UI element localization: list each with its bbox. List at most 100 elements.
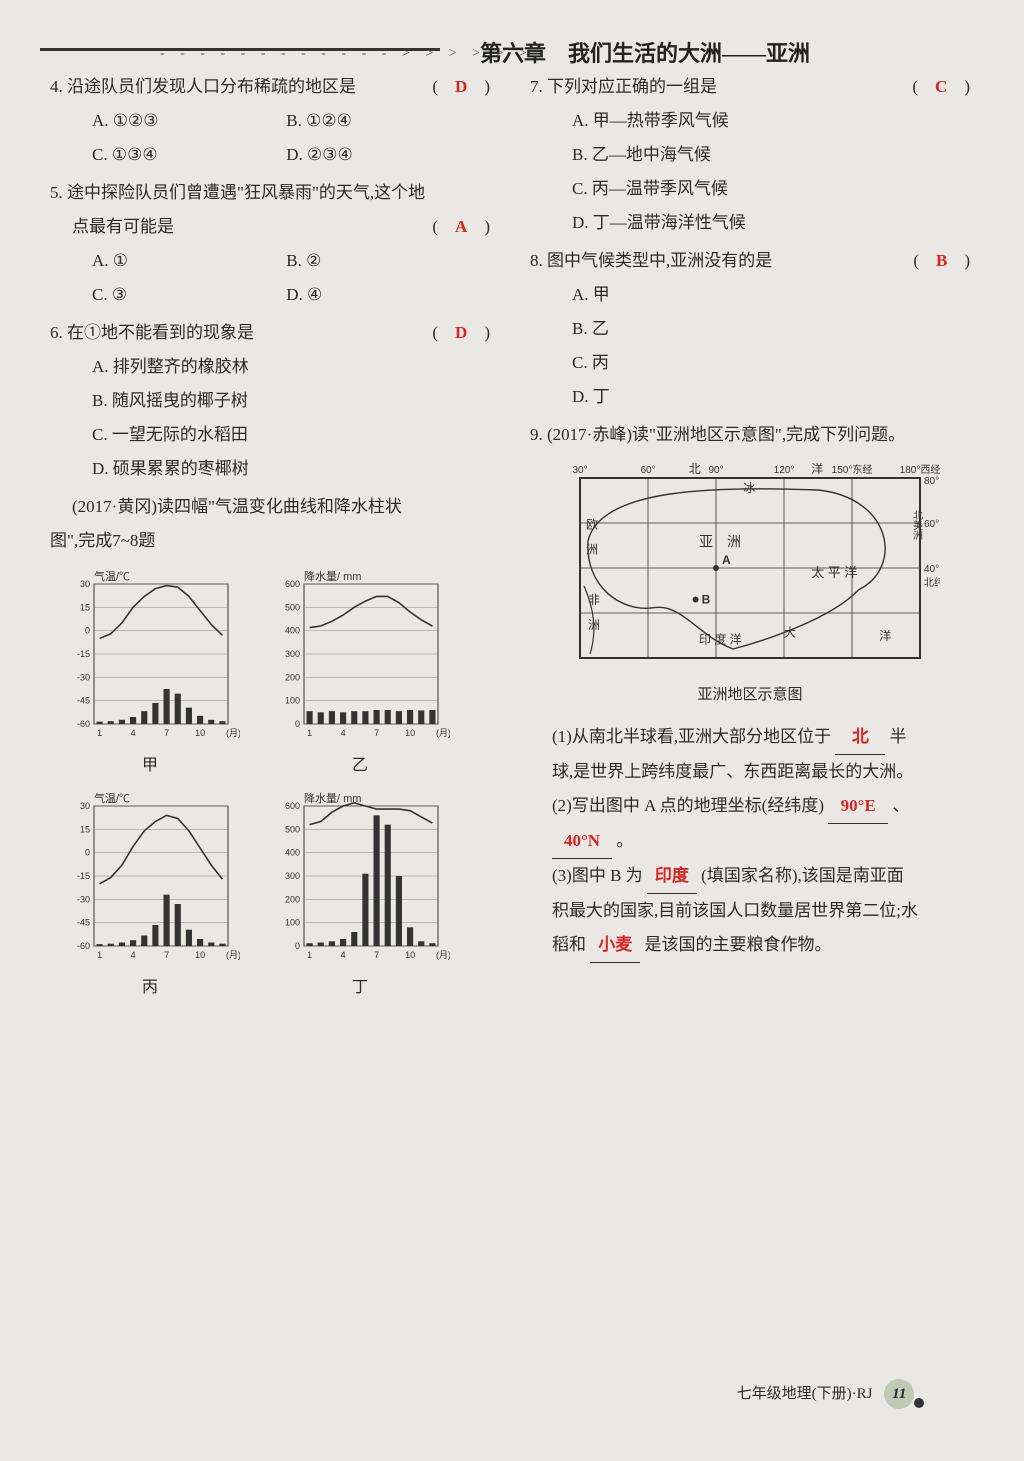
q9-p3de: 稻和 小麦 是该国的主要粮食作物。: [530, 928, 970, 963]
svg-text:冰: 冰: [743, 481, 755, 495]
svg-text:1: 1: [97, 950, 102, 960]
svg-text:1: 1: [307, 950, 312, 960]
svg-text:500: 500: [285, 602, 300, 612]
svg-text:B: B: [702, 593, 711, 607]
svg-text:500: 500: [285, 824, 300, 834]
footer: 七年级地理(下册)·RJ 11: [737, 1379, 924, 1409]
q4: 4. 沿途队员们发现人口分布稀疏的地区是 ( D ) A. ①②③ B. ①②④…: [50, 70, 490, 172]
svg-text:10: 10: [195, 950, 205, 960]
q6-answer: D: [455, 323, 467, 342]
q7: 7. 下列对应正确的一组是 ( C ) A. 甲—热带季风气候 B. 乙—地中海…: [530, 70, 970, 240]
svg-text:非: 非: [588, 593, 600, 607]
q4-opt-a: A. ①②③: [92, 104, 282, 138]
q78-intro2: 图",完成7~8题: [50, 524, 490, 558]
q6-opt-b: B. 随风摇曳的椰子树: [50, 384, 490, 418]
svg-text:10: 10: [195, 728, 205, 738]
q6: 6. 在①地不能看到的现象是 ( D ) A. 排列整齐的橡胶林 B. 随风摇曳…: [50, 316, 490, 486]
chart-ding: 降水量/ mm600500400300200100014710(月) 丁: [270, 788, 450, 1004]
q9-p2sep: 、: [892, 796, 909, 815]
q7-answer-slot: ( C ): [934, 70, 970, 104]
chart-bing: 气温/℃30150-15-30-45-6014710(月) 丙: [60, 788, 240, 1004]
svg-text:15: 15: [80, 602, 90, 612]
q6-opt-c: C. 一望无际的水稻田: [50, 418, 490, 452]
svg-text:60°: 60°: [640, 465, 655, 476]
q78-intro1: (2017·黄冈)读四幅"气温变化曲线和降水柱状: [50, 490, 490, 524]
svg-text:A: A: [722, 553, 731, 567]
q9-p2-blank1: 90°E: [828, 789, 888, 824]
svg-text:30°: 30°: [572, 465, 587, 476]
q5: 5. 途中探险队员们曾遭遇"狂风暴雨"的天气,这个地 点最有可能是 ( A ) …: [50, 176, 490, 312]
svg-text:大: 大: [784, 625, 796, 639]
svg-text:4: 4: [131, 728, 136, 738]
svg-text:1: 1: [97, 728, 102, 738]
q4-opt-d: D. ②③④: [286, 138, 476, 172]
svg-text:-15: -15: [77, 871, 90, 881]
q6-opt-d: D. 硕果累累的枣椰树: [50, 452, 490, 486]
svg-text:600: 600: [285, 579, 300, 589]
svg-text:60°: 60°: [924, 519, 939, 530]
svg-text:洲: 洲: [588, 618, 600, 632]
svg-text:-30: -30: [77, 672, 90, 682]
q9-p3-blank1: 印度: [647, 859, 697, 894]
asia-map: 30°60°90°120°150°东经180°西经80°60°40°北纬北冰洋欧…: [560, 458, 940, 678]
svg-text:100: 100: [285, 918, 300, 928]
svg-text:-45: -45: [77, 918, 90, 928]
svg-text:80°: 80°: [924, 476, 939, 487]
q4-answer: D: [455, 77, 467, 96]
svg-text:-60: -60: [77, 719, 90, 729]
svg-text:-45: -45: [77, 696, 90, 706]
svg-text:30: 30: [80, 579, 90, 589]
q4-answer-slot: ( D ): [454, 70, 490, 104]
svg-text:欧: 欧: [586, 517, 598, 531]
svg-text:(月): (月): [226, 950, 240, 960]
q4-opt-c: C. ①③④: [92, 138, 282, 172]
chart-jia: 气温/℃30150-15-30-45-6014710(月) 甲: [60, 566, 240, 782]
q9-stem: 9. (2017·赤峰)读"亚洲地区示意图",完成下列问题。: [530, 418, 970, 452]
q9-p1: (1)从南北半球看,亚洲大部分地区位于 北 半: [530, 720, 970, 755]
q8: 8. 图中气候类型中,亚洲没有的是 ( B ) A. 甲 B. 乙 C. 丙 D…: [530, 244, 970, 414]
q6-opt-a: A. 排列整齐的橡胶林: [50, 350, 490, 384]
q6-stem: 6. 在①地不能看到的现象是: [50, 323, 254, 342]
svg-text:400: 400: [285, 848, 300, 858]
q9-p3c: 积最大的国家,目前该国人口数量居世界第二位;水: [530, 894, 970, 928]
svg-text:-15: -15: [77, 649, 90, 659]
svg-text:洲: 洲: [586, 543, 598, 557]
map-caption: 亚洲地区示意图: [530, 680, 970, 710]
svg-text:100: 100: [285, 696, 300, 706]
q9-p2b: 40°N 。: [530, 824, 970, 859]
q9-p3d: 稻和: [552, 935, 586, 954]
svg-text:7: 7: [164, 950, 169, 960]
svg-text:北美洲: 北美洲: [911, 510, 923, 540]
svg-text:0: 0: [295, 941, 300, 951]
q5-answer: A: [455, 217, 467, 236]
header-dashes: - - - - - - - - - - - - > > > > > >: [160, 46, 533, 62]
q9-p3: (3)图中 B 为 印度 (填国家名称),该国是南亚面: [530, 859, 970, 894]
q7-opt-c: C. 丙—温带季风气候: [530, 172, 970, 206]
q9-p2end: 。: [616, 831, 633, 850]
chart-yi: 降水量/ mm600500400300200100014710(月) 乙: [270, 566, 450, 782]
svg-text:0: 0: [85, 626, 90, 636]
footer-dot-icon: [914, 1398, 924, 1408]
q9: 9. (2017·赤峰)读"亚洲地区示意图",完成下列问题。 30° 60° 90°…: [530, 418, 970, 963]
svg-text:亚 洲: 亚 洲: [699, 533, 741, 549]
q5-opt-a: A. ①: [92, 244, 282, 278]
svg-text:-60: -60: [77, 941, 90, 951]
svg-text:7: 7: [374, 728, 379, 738]
right-column: 7. 下列对应正确的一组是 ( C ) A. 甲—热带季风气候 B. 乙—地中海…: [530, 70, 970, 967]
svg-text:200: 200: [285, 672, 300, 682]
q5-opt-c: C. ③: [92, 278, 282, 312]
q9-p2-blank2: 40°N: [552, 824, 612, 859]
svg-text:0: 0: [295, 719, 300, 729]
svg-text:400: 400: [285, 626, 300, 636]
q9-p3e: 是该国的主要粮食作物。: [645, 935, 832, 954]
q7-stem: 7. 下列对应正确的一组是: [530, 77, 717, 96]
chart-ding-label: 丁: [270, 972, 450, 1004]
q9-p1b: 半: [890, 727, 907, 746]
svg-text:-30: -30: [77, 894, 90, 904]
q9-p3a: (3)图中 B 为: [552, 866, 643, 885]
svg-text:150°东经: 150°东经: [832, 463, 873, 476]
svg-text:7: 7: [374, 950, 379, 960]
q78-intro: (2017·黄冈)读四幅"气温变化曲线和降水柱状 图",完成7~8题: [50, 490, 490, 558]
q5-stem2: 点最有可能是: [72, 217, 174, 236]
svg-text:10: 10: [405, 950, 415, 960]
